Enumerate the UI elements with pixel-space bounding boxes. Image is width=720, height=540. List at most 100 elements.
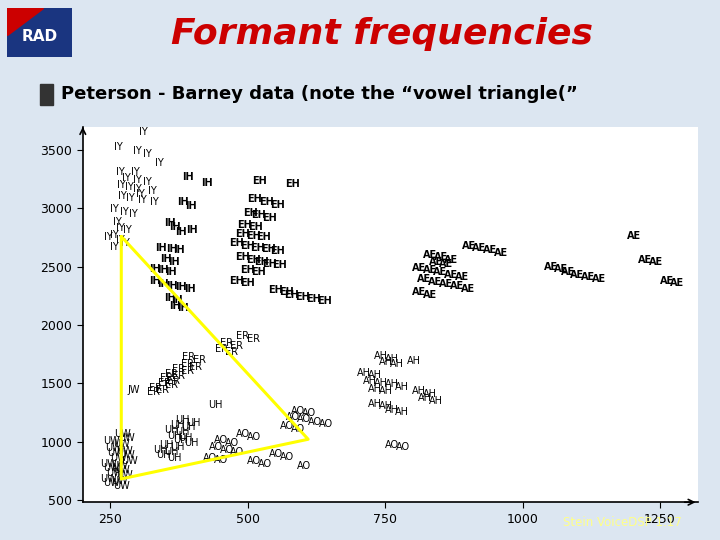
Text: UW: UW (113, 465, 130, 476)
Text: AE: AE (493, 247, 508, 258)
Text: UH: UH (170, 442, 184, 452)
Text: IH: IH (184, 285, 196, 294)
Text: IY: IY (110, 230, 119, 240)
Text: AE: AE (433, 267, 447, 278)
Text: AH: AH (368, 370, 382, 380)
Text: EH: EH (230, 238, 244, 248)
Text: IY: IY (130, 167, 140, 177)
Text: IY: IY (139, 126, 148, 137)
Text: AO: AO (384, 440, 399, 450)
Text: IY: IY (133, 174, 142, 185)
Text: AO: AO (307, 416, 322, 427)
Text: AO: AO (215, 435, 228, 445)
Text: AO: AO (258, 458, 272, 469)
Text: Formant frequencies: Formant frequencies (171, 17, 593, 51)
Text: EH: EH (251, 243, 265, 253)
Text: AE: AE (482, 245, 497, 255)
Text: AH: AH (357, 368, 372, 377)
Text: Peterson - Barney data (note the “vowel triangle(”: Peterson - Barney data (note the “vowel … (61, 85, 578, 103)
Text: IH: IH (169, 301, 181, 311)
Text: EH: EH (240, 240, 255, 251)
Text: UH: UH (209, 400, 223, 410)
Text: IY: IY (104, 232, 113, 242)
Text: EH: EH (284, 289, 299, 300)
Text: AE: AE (428, 257, 443, 267)
Text: EH: EH (279, 287, 294, 297)
Text: EH: EH (306, 294, 321, 304)
Polygon shape (7, 8, 72, 57)
Text: EH: EH (262, 259, 277, 269)
Text: ER: ER (189, 362, 202, 372)
Text: AH: AH (368, 399, 382, 409)
Text: IY: IY (143, 148, 152, 159)
Bar (40, 84, 53, 105)
Text: IY: IY (122, 173, 131, 183)
Text: AE: AE (423, 289, 437, 300)
Text: AH: AH (395, 382, 408, 392)
Text: EH: EH (247, 194, 261, 204)
Text: ER: ER (173, 371, 186, 381)
Text: UW: UW (105, 443, 122, 454)
Text: AH: AH (379, 401, 393, 411)
Text: ER: ER (166, 380, 179, 390)
Text: EH: EH (254, 257, 269, 267)
Text: AH: AH (428, 396, 443, 406)
Text: IY: IY (117, 180, 126, 190)
Text: UW: UW (113, 481, 130, 491)
Text: UH: UH (167, 430, 182, 441)
Text: JW: JW (127, 385, 140, 395)
Text: IH: IH (164, 218, 176, 228)
Text: EH: EH (272, 260, 287, 271)
Text: EH: EH (262, 213, 277, 222)
Text: UH: UH (153, 444, 168, 455)
Text: EH: EH (271, 246, 285, 256)
Text: AO: AO (215, 455, 228, 465)
Text: UH: UH (167, 453, 182, 463)
Text: AO: AO (203, 453, 217, 463)
Text: IY: IY (120, 207, 128, 217)
Text: EH: EH (248, 222, 264, 232)
Text: AO: AO (220, 444, 234, 455)
Text: AO: AO (247, 431, 261, 442)
Text: EH: EH (295, 292, 310, 302)
Text: AO: AO (280, 451, 294, 462)
Text: IY: IY (121, 238, 130, 248)
Text: UW: UW (118, 433, 135, 442)
Text: AE: AE (438, 259, 453, 269)
Text: UH: UH (173, 435, 187, 445)
Text: IY: IY (135, 189, 144, 199)
Text: IY: IY (116, 167, 125, 177)
Text: IY: IY (114, 141, 123, 152)
Text: UW: UW (100, 474, 117, 484)
Text: ER: ER (247, 334, 260, 344)
Text: AE: AE (434, 252, 449, 262)
Text: EH: EH (240, 278, 255, 288)
Text: ER: ER (225, 347, 238, 356)
Text: UW: UW (112, 476, 128, 486)
Text: IY: IY (138, 195, 147, 205)
Text: UH: UH (184, 437, 198, 448)
Text: AE: AE (412, 287, 426, 297)
Text: ER: ER (193, 355, 206, 365)
Text: IY: IY (116, 222, 125, 233)
Text: UW: UW (106, 468, 122, 478)
Text: AO: AO (291, 406, 305, 416)
Text: AO: AO (230, 447, 244, 457)
Text: EH: EH (261, 244, 276, 254)
Text: AE: AE (455, 272, 469, 282)
Text: UH: UH (179, 433, 193, 443)
Text: AH: AH (368, 384, 382, 394)
Text: ER: ER (147, 387, 160, 397)
Text: AE: AE (582, 272, 595, 282)
Text: ER: ER (149, 383, 162, 393)
Text: IH: IH (201, 178, 212, 188)
Text: IY: IY (133, 184, 142, 194)
Text: UH: UH (165, 447, 179, 457)
Text: EH: EH (230, 275, 244, 286)
Text: ER: ER (158, 378, 171, 388)
Text: UW: UW (103, 478, 120, 488)
Text: IH: IH (150, 276, 161, 286)
Text: UW: UW (121, 456, 138, 465)
Text: IH: IH (157, 265, 168, 275)
Text: AE: AE (462, 240, 476, 251)
